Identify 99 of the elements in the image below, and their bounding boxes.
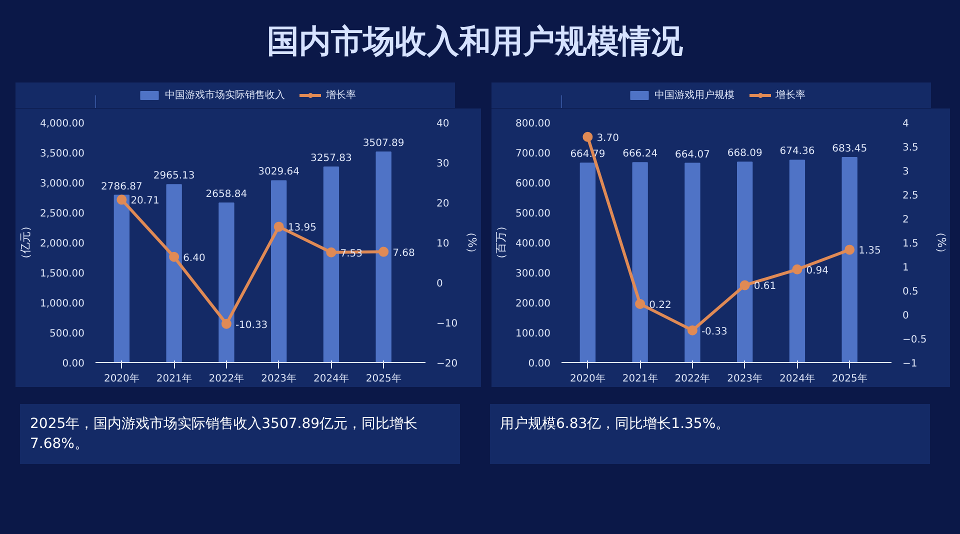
bar xyxy=(323,166,340,362)
point xyxy=(116,194,127,205)
y2-tick-label: −10 xyxy=(436,318,458,330)
x-tick-label: 2023年 xyxy=(261,372,297,384)
legend-label: 增长率 xyxy=(326,88,356,102)
y-tick-label: 2,500.00 xyxy=(40,208,84,220)
x-tick-label: 2025年 xyxy=(832,372,868,384)
data-label: 2965.13 xyxy=(153,170,195,182)
y-tick-label: 500.00 xyxy=(516,208,551,220)
x-tick-label: 2022年 xyxy=(208,372,244,384)
x-tick-label: 2024年 xyxy=(313,372,349,384)
y2-tick-label: 0.5 xyxy=(902,286,918,298)
legend-label: 中国游戏用户规模 xyxy=(654,88,734,102)
data-label: 20.71 xyxy=(130,196,160,207)
y2-tick-label: −1 xyxy=(902,358,918,370)
bar xyxy=(218,202,234,362)
bar xyxy=(166,184,182,362)
legend-label: 增长率 xyxy=(776,88,806,102)
y-tick-label: 100.00 xyxy=(516,328,551,340)
point xyxy=(740,280,750,290)
y-tick-label: 300.00 xyxy=(516,268,551,280)
data-label: 674.36 xyxy=(780,146,815,158)
data-label: 2658.84 xyxy=(206,188,248,200)
y-tick-label: 0.00 xyxy=(528,358,550,370)
data-label: 3029.64 xyxy=(258,166,300,178)
y-axis-title: （百万） xyxy=(494,220,508,264)
point xyxy=(635,298,646,309)
y2-tick-label: 20 xyxy=(436,198,450,210)
y-tick-label: 1,500.00 xyxy=(40,268,84,280)
y-axis-title: （亿元） xyxy=(18,220,32,264)
data-label: 3507.89 xyxy=(362,138,404,150)
y2-axis-title: （%） xyxy=(466,226,479,259)
x-tick-label: 2023年 xyxy=(727,372,763,384)
y2-tick-label: 30 xyxy=(436,158,450,170)
y2-tick-label: 40 xyxy=(436,118,450,130)
data-label: -0.33 xyxy=(701,326,728,338)
point xyxy=(274,222,284,232)
data-label: 13.95 xyxy=(288,222,316,234)
data-label: 668.09 xyxy=(727,148,762,160)
y-tick-label: 500.00 xyxy=(50,328,85,340)
data-label: 0.94 xyxy=(806,265,828,276)
legend-label: 中国游戏市场实际销售收入 xyxy=(165,88,285,102)
data-label: 0.61 xyxy=(754,281,776,292)
y-tick-label: 1,000.00 xyxy=(40,298,84,310)
chart-title: 国内市场收入和用户规模情况 xyxy=(267,21,683,62)
y-tick-label: 3,000.00 xyxy=(40,178,84,190)
y2-tick-label: 1.5 xyxy=(902,238,918,250)
text: 用户规模6.83亿，同比增长1.35%。 xyxy=(500,415,730,434)
y2-tick-label: 3.5 xyxy=(902,142,918,154)
x-tick-label: 2021年 xyxy=(156,372,192,384)
data-label: 666.24 xyxy=(622,148,658,160)
point xyxy=(792,264,802,274)
y2-axis-title: （%） xyxy=(934,226,948,259)
point xyxy=(221,318,232,329)
y-tick-label: 2,000.00 xyxy=(40,238,84,250)
y2-tick-label: −0.5 xyxy=(902,334,927,346)
y2-tick-label: 4 xyxy=(902,118,909,130)
data-label: 7.68 xyxy=(392,248,415,259)
y2-tick-label: −20 xyxy=(436,358,458,370)
y-tick-label: 4,000.00 xyxy=(40,118,84,130)
data-label: 3.70 xyxy=(596,132,619,144)
y-tick-label: 600.00 xyxy=(516,178,551,190)
data-label: -10.33 xyxy=(235,320,268,331)
y2-tick-label: 2 xyxy=(902,214,909,226)
bar xyxy=(114,194,130,362)
y2-tick-label: 10 xyxy=(436,238,450,250)
y-tick-label: 800.00 xyxy=(516,118,551,130)
point xyxy=(844,244,855,255)
x-tick-label: 2022年 xyxy=(674,372,710,384)
point xyxy=(378,246,389,257)
x-tick-label: 2021年 xyxy=(622,372,658,384)
text: 2025年，国内游戏市场实际销售收入3507.89亿元，同比增长7.68%。 xyxy=(30,415,419,454)
bar xyxy=(376,152,392,362)
x-tick-label: 2024年 xyxy=(779,372,815,384)
point xyxy=(582,132,593,142)
y-tick-label: 0.00 xyxy=(62,358,84,370)
x-tick-label: 2020年 xyxy=(570,372,606,384)
y2-tick-label: 3 xyxy=(902,166,909,178)
data-label: 2786.87 xyxy=(101,181,142,192)
point xyxy=(169,252,180,262)
data-label: 6.40 xyxy=(183,252,206,264)
data-label: 664.07 xyxy=(674,149,710,160)
y2-tick-label: 1 xyxy=(902,262,909,274)
y2-tick-label: 0 xyxy=(902,310,909,322)
y-tick-label: 3,500.00 xyxy=(40,148,84,160)
x-tick-label: 2025年 xyxy=(366,372,402,384)
y-tick-label: 700.00 xyxy=(516,148,551,160)
y2-tick-label: 2.5 xyxy=(902,190,918,202)
data-label: 0.22 xyxy=(649,300,672,311)
y-tick-label: 200.00 xyxy=(516,298,551,310)
data-label: 683.45 xyxy=(832,143,868,154)
y-tick-label: 400.00 xyxy=(516,238,551,250)
y2-tick-label: 0 xyxy=(436,278,443,290)
point xyxy=(687,325,698,336)
data-label: 3257.83 xyxy=(310,153,352,164)
bar xyxy=(271,180,287,362)
data-label: 1.35 xyxy=(858,246,881,257)
x-tick-label: 2020年 xyxy=(104,372,140,384)
point xyxy=(326,247,336,258)
